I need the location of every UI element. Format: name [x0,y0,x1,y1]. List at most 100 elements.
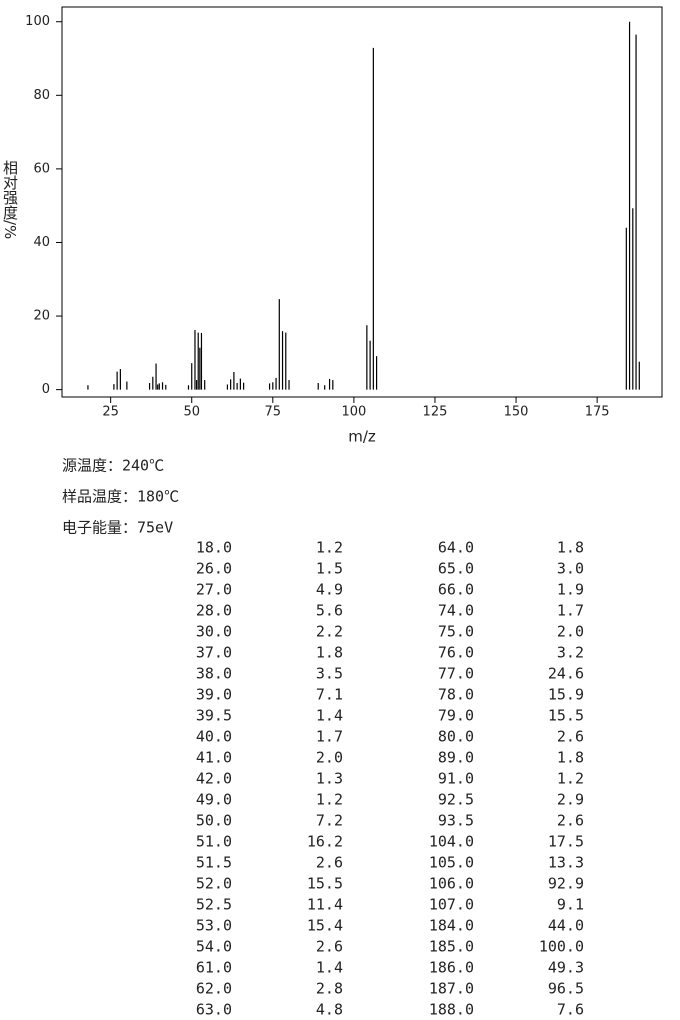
x-tick-label: 100 [341,405,366,420]
table-mz: 52.0 [196,875,232,893]
table-mz: 51.5 [196,854,232,872]
table-intensity: 1.7 [316,728,343,746]
table-mz: 52.5 [196,896,232,914]
table-intensity: 1.9 [557,581,584,599]
table-intensity: 24.6 [548,665,584,683]
table-mz: 61.0 [196,959,232,977]
table-mz: 184.0 [429,917,474,935]
y-tick-label: 20 [33,309,50,324]
table-mz: 77.0 [438,665,474,683]
y-tick-label: 0 [42,382,50,397]
table-intensity: 7.2 [316,812,343,830]
table-intensity: 96.5 [548,980,584,998]
table-mz: 64.0 [438,539,474,557]
x-tick-label: 50 [183,405,200,420]
table-mz: 63.0 [196,1001,232,1019]
table-mz: 65.0 [438,560,474,578]
table-intensity: 2.6 [316,938,343,956]
info-line: 样品温度：180℃ [62,488,179,506]
table-mz: 54.0 [196,938,232,956]
table-intensity: 2.2 [316,623,343,641]
table-mz: 107.0 [429,896,474,914]
table-mz: 91.0 [438,770,474,788]
table-intensity: 2.6 [557,728,584,746]
table-mz: 75.0 [438,623,474,641]
table-mz: 41.0 [196,749,232,767]
table-intensity: 2.9 [557,791,584,809]
table-mz: 66.0 [438,581,474,599]
table-intensity: 1.5 [316,560,343,578]
table-intensity: 2.6 [557,812,584,830]
table-mz: 42.0 [196,770,232,788]
table-mz: 39.0 [196,686,232,704]
table-mz: 53.0 [196,917,232,935]
plot-frame [61,6,663,398]
x-tick-label: 75 [265,405,282,420]
table-intensity: 1.2 [316,539,343,557]
table-intensity: 7.1 [316,686,343,704]
x-axis-title: m/z [348,428,376,446]
table-intensity: 2.8 [316,980,343,998]
y-tick-label: 80 [33,88,50,103]
table-intensity: 15.5 [307,875,343,893]
table-intensity: 2.6 [316,854,343,872]
table-mz: 76.0 [438,644,474,662]
table-intensity: 4.9 [316,581,343,599]
x-tick-label: 125 [423,405,448,420]
table-mz: 186.0 [429,959,474,977]
table-intensity: 15.5 [548,707,584,725]
table-intensity: 2.0 [557,623,584,641]
table-mz: 93.5 [438,812,474,830]
info-line: 源温度：240℃ [62,457,164,475]
table-intensity: 3.0 [557,560,584,578]
table-mz: 62.0 [196,980,232,998]
table-intensity: 3.2 [557,644,584,662]
table-intensity: 1.8 [316,644,343,662]
y-tick-label: 60 [33,161,50,176]
table-intensity: 4.8 [316,1001,343,1019]
table-intensity: 7.6 [557,1001,584,1019]
table-intensity: 15.9 [548,686,584,704]
table-mz: 51.0 [196,833,232,851]
table-mz: 50.0 [196,812,232,830]
table-mz: 18.0 [196,539,232,557]
table-mz: 106.0 [429,875,474,893]
table-mz: 38.0 [196,665,232,683]
table-intensity: 44.0 [548,917,584,935]
table-intensity: 1.8 [557,749,584,767]
table-mz: 188.0 [429,1001,474,1019]
table-intensity: 1.2 [316,791,343,809]
table-mz: 104.0 [429,833,474,851]
table-mz: 39.5 [196,707,232,725]
table-intensity: 49.3 [548,959,584,977]
table-intensity: 1.4 [316,707,343,725]
table-mz: 79.0 [438,707,474,725]
table-mz: 49.0 [196,791,232,809]
table-mz: 92.5 [438,791,474,809]
table-intensity: 16.2 [307,833,343,851]
table-mz: 105.0 [429,854,474,872]
table-mz: 40.0 [196,728,232,746]
table-mz: 185.0 [429,938,474,956]
table-intensity: 2.0 [316,749,343,767]
table-intensity: 5.6 [316,602,343,620]
table-intensity: 92.9 [548,875,584,893]
x-tick-label: 25 [102,405,119,420]
table-mz: 30.0 [196,623,232,641]
table-mz: 187.0 [429,980,474,998]
table-mz: 80.0 [438,728,474,746]
table-intensity: 1.8 [557,539,584,557]
table-intensity: 17.5 [548,833,584,851]
table-intensity: 100.0 [539,938,584,956]
table-mz: 89.0 [438,749,474,767]
table-intensity: 15.4 [307,917,343,935]
table-mz: 28.0 [196,602,232,620]
y-tick-label: 100 [25,14,50,29]
table-mz: 27.0 [196,581,232,599]
table-intensity: 13.3 [548,854,584,872]
table-intensity: 3.5 [316,665,343,683]
x-tick-label: 150 [504,405,529,420]
table-intensity: 9.1 [557,896,584,914]
table-intensity: 11.4 [307,896,343,914]
